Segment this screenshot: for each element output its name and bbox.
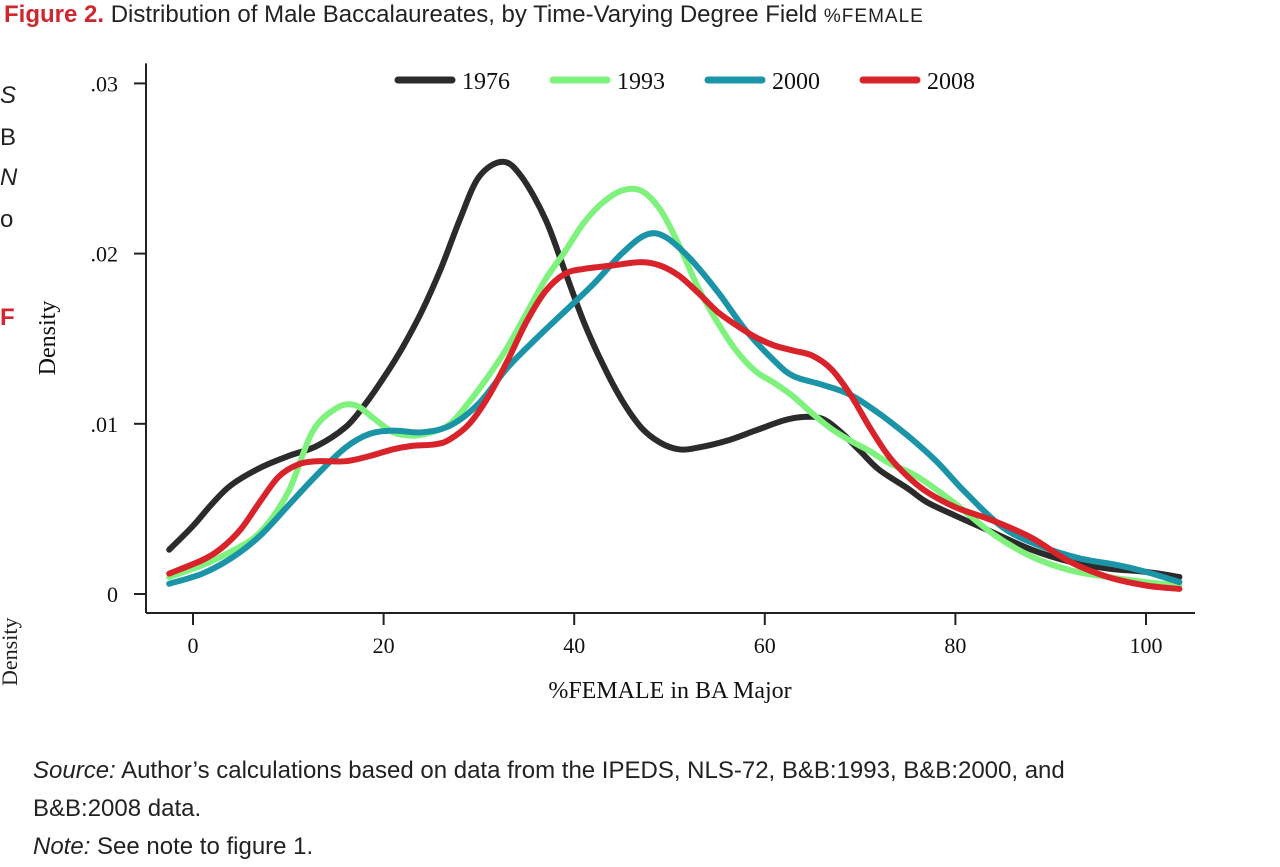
series-line-1993 [166,185,1183,589]
bleed-text-n: N [0,164,18,191]
y-axis-label: Density [35,301,61,376]
figure-title: Figure 2. Distribution of Male Baccalaur… [4,0,924,32]
y-tick-label: .03 [91,71,119,96]
source-text: Author’s calculations based on data from… [115,757,1065,784]
source-note: Source: Author’s calculations based on d… [33,752,1280,866]
legend-label: 1976 [462,69,510,95]
x-tick-label: 40 [563,633,585,658]
chart-legend: 1976 1993 2000 2008 [394,69,975,95]
x-tick-label: 80 [944,633,966,658]
series-line-2000 [166,230,1183,587]
bleed-text-f: F [0,304,15,331]
legend-item-1976: 1976 [394,69,510,95]
x-tick-label: 0 [188,633,199,658]
x-axis-label: %FEMALE in BA Major [548,678,791,704]
series-line-1976 [166,158,1183,580]
legend-label: 2000 [772,69,820,95]
chart-lines [166,158,1183,592]
y-tick-label: .02 [91,242,119,267]
source-label: Source: [33,757,116,784]
bleed-text-s: S [0,82,17,109]
x-tick-label: 20 [373,633,395,658]
source-text-continued: B&B:2008 data. [33,795,202,822]
chart-ticks: 0 .01 .02 .03 0 20 40 60 80 100 [91,71,1163,658]
chart-axes [145,63,1195,614]
figure-label: Figure 2. [4,1,105,28]
density-chart: 0.01.02.030 20 40 60 80 100 1976 1993 2000 2008 … [35,63,1195,704]
legend-item-1993: 1993 [549,69,665,95]
legend-label: 1993 [617,69,665,95]
y-tick-label: 0 [107,582,118,607]
note-label: Note: [33,833,91,860]
bleed-text-b: B [0,124,17,151]
legend-item-2008: 2008 [859,69,975,95]
legend-item-2000: 2000 [704,69,820,95]
bleed-text-o: o [0,206,14,233]
figure-title-text: Distribution of Male Baccalaureates, by … [110,1,824,28]
y-tick-label: .01 [91,412,119,437]
legend-label: 2008 [927,69,975,95]
series-line-2008 [166,259,1183,592]
x-tick-label: 60 [754,633,776,658]
note-text: See note to figure 1. [90,833,314,860]
x-tick-label: 100 [1130,633,1163,658]
figure-title-variable: %FEMALE [823,6,924,27]
